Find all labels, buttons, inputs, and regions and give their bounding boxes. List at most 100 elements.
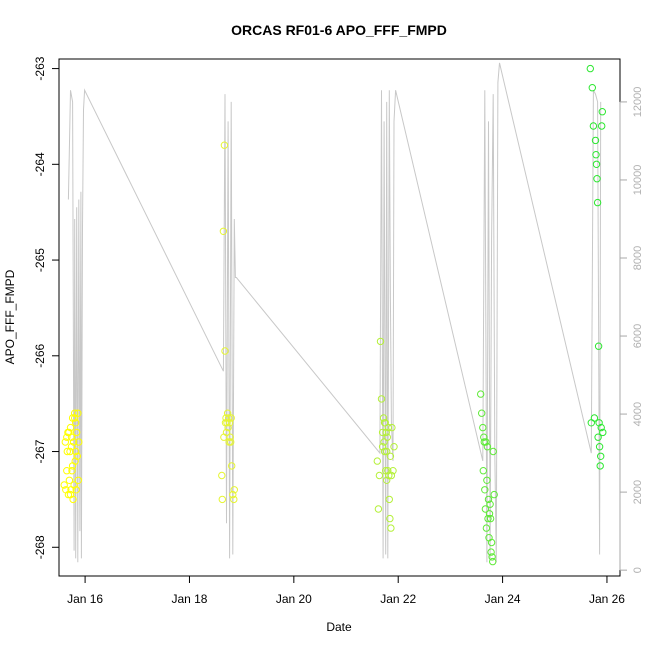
data-point-series-1 xyxy=(219,227,228,236)
data-point-series-0 xyxy=(75,438,83,446)
y-axis-label: APO_FFF_FMPD xyxy=(3,269,17,364)
data-point-series-4 xyxy=(592,160,601,169)
data-point-series-0 xyxy=(63,433,71,441)
data-point-series-1 xyxy=(218,471,226,480)
data-point-series-1 xyxy=(230,486,239,494)
data-point-series-1 xyxy=(226,433,234,441)
data-point-series-4 xyxy=(588,84,596,92)
data-point-series-3 xyxy=(479,423,487,432)
data-point-series-2 xyxy=(385,495,393,504)
y2-tick-label: 0 xyxy=(632,567,644,573)
data-point-series-1 xyxy=(227,414,235,422)
data-point-series-3 xyxy=(484,514,492,523)
data-point-series-3 xyxy=(483,443,492,451)
data-point-series-4 xyxy=(594,342,603,350)
secondary-trace-group xyxy=(67,62,602,563)
data-point-series-0 xyxy=(73,452,82,460)
data-point-series-4 xyxy=(590,414,599,422)
x-tick-label: Jan 26 xyxy=(589,592,625,606)
data-point-series-4 xyxy=(598,122,606,130)
chart-title: ORCAS RF01-6 APO_FFF_FMPD xyxy=(231,22,447,38)
data-point-series-2 xyxy=(387,471,396,480)
x-tick-label: Jan 16 xyxy=(67,592,103,606)
data-point-series-4 xyxy=(591,136,600,145)
x-axis-label: Date xyxy=(326,620,352,634)
data-point-series-3 xyxy=(480,433,488,441)
data-point-series-0 xyxy=(72,419,80,427)
data-point-series-3 xyxy=(479,467,487,475)
y2-tick-label: 2000 xyxy=(632,480,644,504)
y-tick-label: -266 xyxy=(33,343,47,367)
data-point-series-0 xyxy=(70,481,78,489)
data-point-series-1 xyxy=(222,428,231,437)
data-point-series-0 xyxy=(61,438,70,446)
data-point-series-2 xyxy=(383,433,391,441)
data-point-series-4 xyxy=(596,462,604,470)
y-tick-label: -268 xyxy=(33,535,47,559)
data-point-series-2 xyxy=(383,476,391,484)
y-tick-label: -265 xyxy=(33,248,47,272)
data-point-series-0 xyxy=(71,414,79,422)
data-point-series-2 xyxy=(376,337,385,346)
data-point-series-0 xyxy=(63,447,72,456)
data-point-series-1 xyxy=(222,414,230,422)
data-point-series-1 xyxy=(218,495,227,504)
secondary-series-line xyxy=(67,62,602,563)
data-point-series-1 xyxy=(227,438,235,446)
data-point-series-1 xyxy=(224,423,232,432)
data-point-series-0 xyxy=(67,443,76,451)
data-point-series-4 xyxy=(586,64,594,73)
data-point-series-0 xyxy=(74,476,83,484)
x-tick-label: Jan 24 xyxy=(485,592,521,606)
data-point-series-4 xyxy=(595,443,604,451)
data-point-series-3 xyxy=(489,447,497,456)
data-point-series-2 xyxy=(386,514,394,523)
data-point-series-1 xyxy=(221,347,229,355)
y2-tick-label: 12000 xyxy=(632,87,644,118)
y2-tick-label: 8000 xyxy=(632,246,644,270)
data-point-series-2 xyxy=(383,447,391,456)
data-point-series-3 xyxy=(482,438,490,446)
data-point-series-4 xyxy=(597,452,605,460)
data-point-series-3 xyxy=(485,510,494,518)
data-point-series-2 xyxy=(382,428,390,437)
y2-tick-label: 6000 xyxy=(632,324,644,348)
data-point-series-0 xyxy=(72,447,80,456)
x-tick-label: Jan 22 xyxy=(380,592,416,606)
y-axis: -263 -264 -265 -266 -267 -268 xyxy=(33,56,60,559)
data-point-series-2 xyxy=(388,423,396,432)
data-point-series-1 xyxy=(224,414,233,422)
data-point-series-4 xyxy=(595,419,603,427)
data-point-series-2 xyxy=(380,419,389,427)
y-tick-label: -264 xyxy=(33,152,47,176)
data-point-series-1 xyxy=(223,409,232,417)
data-point-series-0 xyxy=(68,462,77,470)
data-point-series-0 xyxy=(66,447,74,456)
data-point-series-1 xyxy=(223,419,231,427)
data-point-series-0 xyxy=(63,467,71,475)
data-point-series-2 xyxy=(378,428,387,437)
data-point-series-4 xyxy=(592,151,600,159)
data-point-series-0 xyxy=(60,481,68,489)
data-point-series-0 xyxy=(65,476,74,484)
points-group xyxy=(60,64,607,566)
data-point-series-4 xyxy=(599,428,607,437)
data-point-series-0 xyxy=(69,438,78,446)
data-point-series-3 xyxy=(490,490,498,499)
data-point-series-4 xyxy=(593,198,602,207)
data-point-series-2 xyxy=(379,414,388,422)
data-point-series-4 xyxy=(589,122,598,130)
data-point-series-2 xyxy=(387,524,395,532)
data-point-series-1 xyxy=(220,141,229,149)
data-point-series-3 xyxy=(481,505,490,513)
data-point-series-1 xyxy=(229,490,237,499)
data-point-series-3 xyxy=(487,538,496,547)
data-point-series-3 xyxy=(481,486,489,494)
data-point-series-0 xyxy=(64,428,72,437)
x-axis: Jan 16 Jan 18 Jan 20 Jan 22 Jan 24 Jan 26 xyxy=(67,575,625,606)
data-point-series-0 xyxy=(73,428,81,437)
data-point-series-3 xyxy=(482,524,491,532)
y-tick-label: -263 xyxy=(33,56,47,80)
y2-tick-label: 4000 xyxy=(632,402,644,426)
